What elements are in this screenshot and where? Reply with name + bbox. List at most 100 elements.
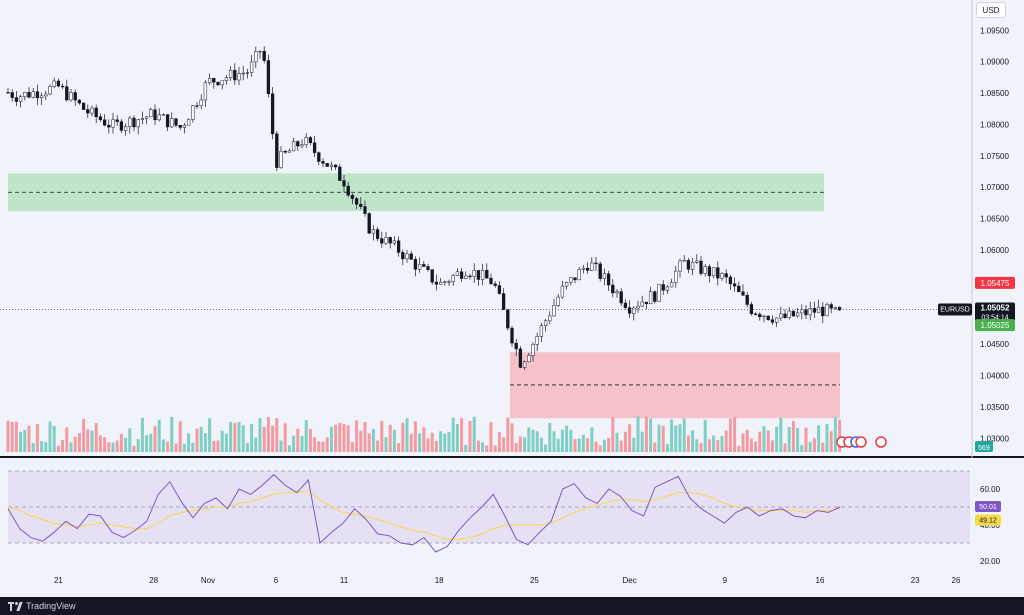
- volume-bar: [220, 430, 224, 452]
- volume-bar: [241, 425, 245, 452]
- rsi-layer: [7, 470, 970, 553]
- volume-bar: [409, 433, 413, 452]
- candle: [94, 107, 98, 118]
- volume-bar: [779, 417, 783, 452]
- candle: [766, 315, 770, 320]
- candle: [237, 73, 241, 81]
- volume-bar: [136, 439, 140, 452]
- volume-bar: [115, 440, 119, 452]
- volume-bar: [602, 439, 606, 452]
- price-tick-label: 1.04500: [980, 340, 1009, 349]
- volume-bar: [678, 424, 682, 452]
- volume-bar: [132, 445, 136, 452]
- candle: [35, 91, 40, 99]
- time-axis[interactable]: [0, 572, 1024, 597]
- volume-bar: [804, 427, 808, 452]
- volume-bar: [371, 429, 375, 452]
- volume-bar: [187, 433, 191, 452]
- candle: [581, 267, 586, 270]
- volume-bar: [380, 420, 384, 452]
- volume-bar: [308, 428, 312, 452]
- flag-icon: [875, 436, 887, 448]
- candle: [606, 273, 611, 286]
- currency-selector[interactable]: USD: [976, 2, 1006, 18]
- price-tick-label: 1.06000: [980, 246, 1009, 255]
- candle: [737, 285, 741, 293]
- candle: [430, 269, 434, 283]
- candle: [699, 260, 703, 274]
- volume-bar: [35, 424, 39, 452]
- candle: [497, 285, 502, 294]
- volume-bar: [749, 438, 753, 452]
- candle: [623, 302, 628, 308]
- candle: [703, 266, 707, 274]
- price-axis[interactable]: [972, 0, 1024, 456]
- candle: [640, 301, 644, 307]
- flag-icon: [855, 436, 867, 448]
- volume-bar: [355, 420, 359, 452]
- candle: [783, 313, 787, 318]
- candle: [279, 151, 283, 168]
- candle: [245, 72, 250, 74]
- volume-bar: [145, 435, 149, 452]
- candle: [728, 276, 733, 285]
- volume-bar: [476, 440, 480, 452]
- candle: [31, 91, 35, 98]
- candle: [317, 152, 321, 162]
- candle: [682, 260, 686, 262]
- volume-bar: [266, 416, 270, 452]
- volume-bar: [510, 423, 514, 452]
- candle: [388, 237, 392, 244]
- volume-bar: [539, 437, 543, 452]
- candle: [753, 313, 758, 315]
- volume-bar: [166, 441, 170, 452]
- candle: [207, 78, 212, 84]
- volume-bar: [413, 421, 417, 452]
- candle: [346, 185, 350, 196]
- candle: [241, 72, 245, 75]
- candle: [350, 194, 355, 199]
- candle: [539, 325, 544, 337]
- volume-bar: [745, 429, 749, 452]
- candle: [149, 109, 153, 118]
- volume-bar: [376, 440, 380, 452]
- volume-bar: [23, 429, 27, 452]
- volume-bar: [388, 424, 392, 452]
- candle: [434, 281, 439, 285]
- candle: [65, 86, 69, 101]
- candle: [443, 281, 447, 283]
- candle: [220, 80, 224, 86]
- brand[interactable]: TradingView: [8, 599, 76, 613]
- event-flags: [836, 436, 887, 448]
- volume-bar: [796, 427, 800, 452]
- candle: [556, 296, 560, 306]
- footer-bar: [0, 597, 1024, 615]
- candle: [392, 240, 397, 244]
- volume-bar: [712, 435, 716, 452]
- volume-bar: [224, 433, 228, 452]
- volume-bar: [292, 435, 296, 452]
- volume-bar: [338, 422, 342, 452]
- time-axis-ticks: 21 28 Nov 6 11 18 25 Dec 9 16 23 26: [54, 576, 961, 585]
- candle: [140, 118, 145, 120]
- price-tick-label: 1.09000: [980, 58, 1009, 67]
- volume-bar: [733, 417, 737, 452]
- candle: [480, 269, 485, 280]
- candle: [627, 307, 632, 314]
- volume-bar: [229, 421, 233, 452]
- volume-bar: [19, 431, 23, 452]
- time-tick-label: 28: [149, 576, 158, 585]
- candle: [115, 119, 119, 122]
- volume-bar: [397, 443, 401, 452]
- candle: [287, 150, 292, 153]
- volume-bar: [531, 429, 535, 452]
- volume-bar: [325, 437, 329, 452]
- candle: [417, 264, 422, 270]
- volume-bar: [455, 423, 459, 452]
- volume-bar: [468, 421, 472, 452]
- volume-bar: [590, 427, 594, 452]
- price-axis-ticks: 1.09500 1.09000 1.08500 1.08000 1.07500 1.070…: [980, 26, 1009, 443]
- volume-bar: [418, 433, 422, 452]
